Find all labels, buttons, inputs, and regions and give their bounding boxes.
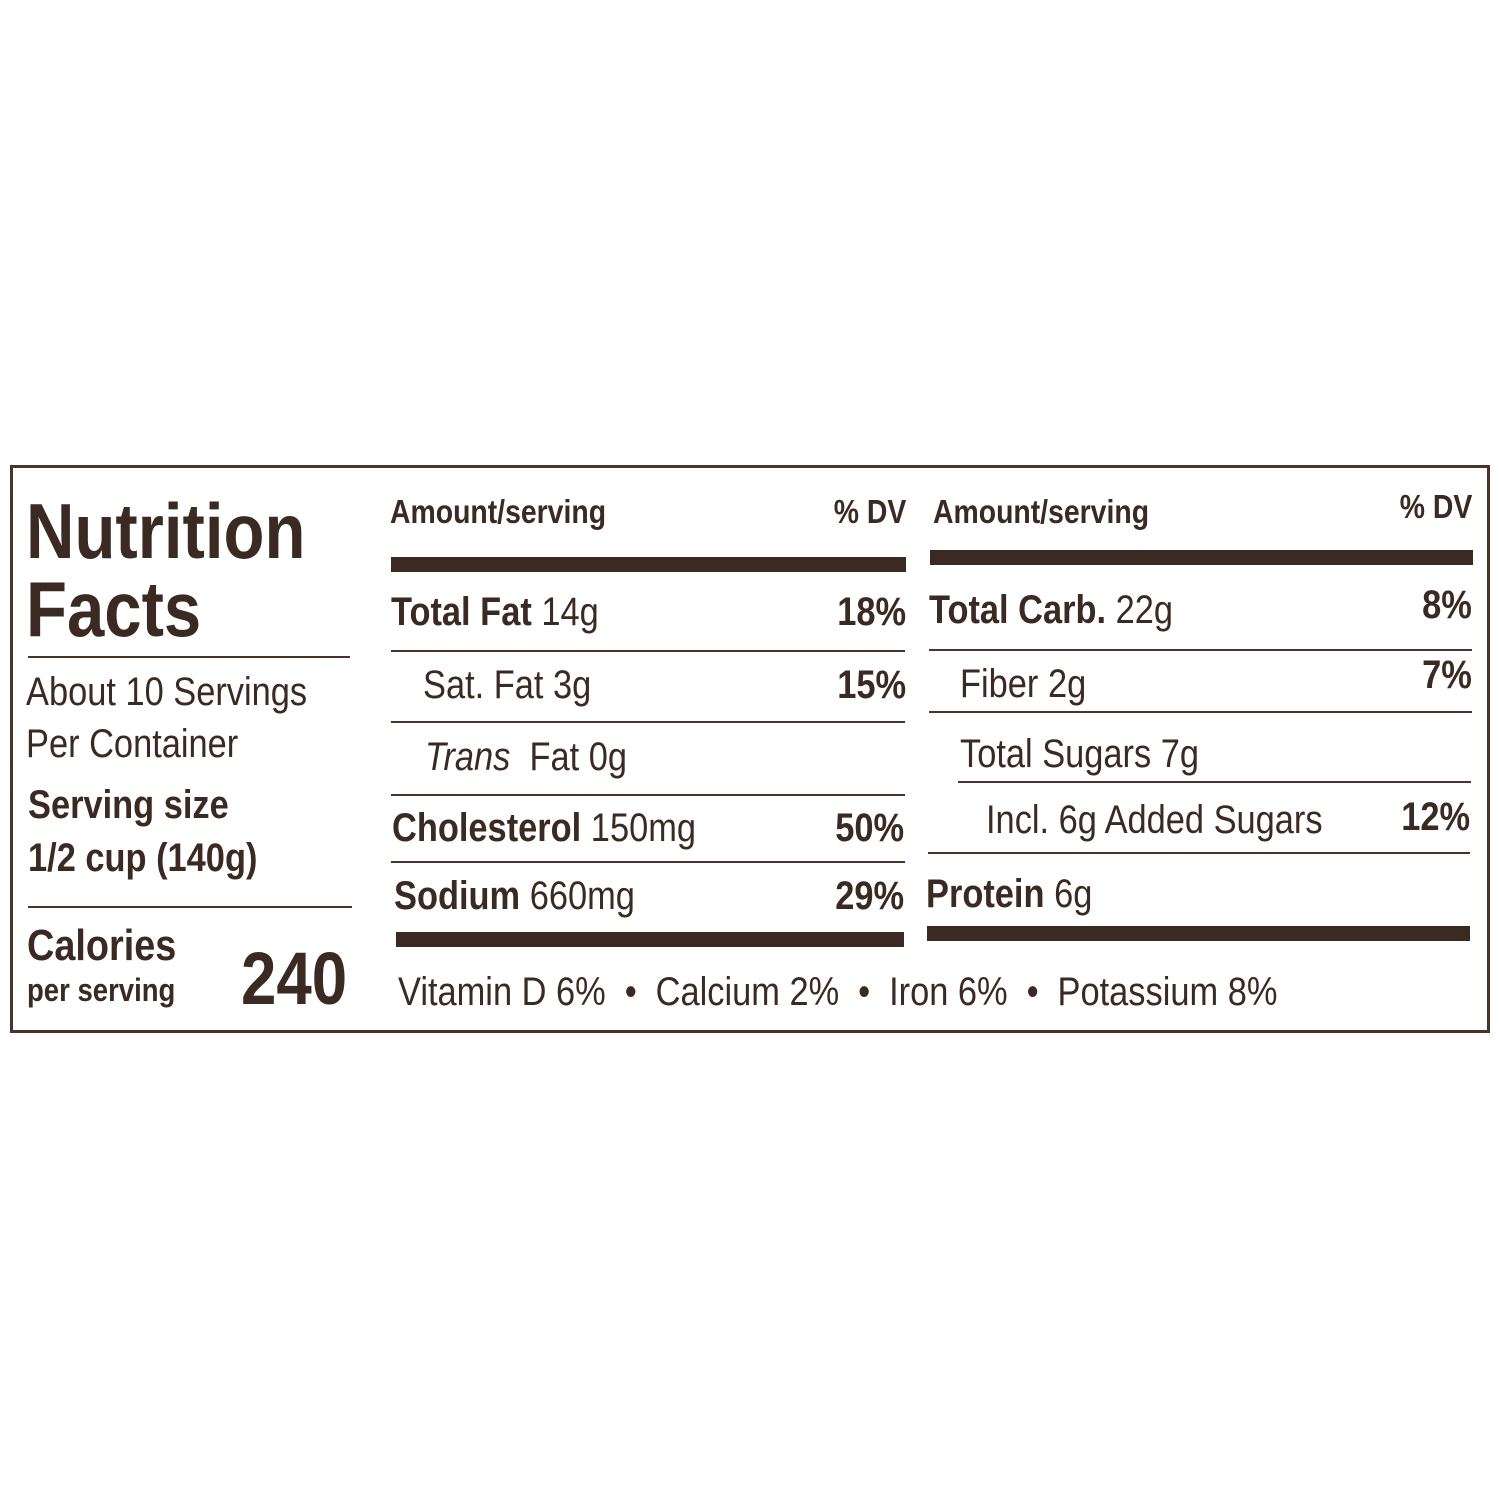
dv-sodium: 29% [835,874,904,918]
title-facts: Facts [26,565,202,653]
servings-per-container-2: Per Container [26,722,239,766]
divider [28,906,352,908]
row-fiber: Fiber 2g [960,662,1087,706]
dv-total-fat: 18% [837,590,906,634]
title-nutrition: Nutrition [26,487,306,575]
dv-total-carb: 8% [1422,583,1472,627]
row-sodium: Sodium 660mg [394,874,635,918]
row-total-sugars: Total Sugars 7g [960,732,1200,776]
separator: • [624,970,637,1014]
row-trans-fat: Trans Fat 0g [425,735,628,779]
vitamins-minerals: Vitamin D 6% • Calcium 2% • Iron 6% • Potassiu… [398,972,1421,1012]
row-total-fat: Total Fat 14g [391,590,599,634]
servings-per-container: About 10 Servings [26,670,308,714]
thick-bar [396,932,904,947]
divider [929,711,1472,713]
divider [391,721,905,723]
separator: • [858,970,871,1014]
vitamin-d: Vitamin D 6% [398,970,606,1014]
divider [391,861,905,863]
serving-size-value: 1/2 cup (140g) [28,836,258,880]
row-total-carb: Total Carb. 22g [929,588,1174,632]
row-sat-fat: Sat. Fat 3g [423,663,592,707]
calories-per-serving: per serving [27,972,176,1008]
dv-sat-fat: 15% [837,663,906,707]
divider [929,649,1472,651]
dv-cholesterol: 50% [835,806,904,850]
serving-size-label: Serving size [28,783,229,827]
dv-added-sugars: 12% [1401,795,1470,839]
row-cholesterol: Cholesterol 150mg [392,806,696,850]
separator: • [1026,970,1039,1014]
thick-bar [927,926,1470,941]
nutrition-facts-panel [10,465,1490,1033]
divider [28,656,350,658]
row-added-sugars: Incl. 6g Added Sugars [986,798,1323,842]
row-protein: Protein 6g [926,872,1093,916]
header-dv-2: % DV [1399,488,1472,525]
divider [958,781,1471,783]
iron: Iron 6% [889,970,1008,1014]
thick-bar [930,550,1473,565]
divider [928,852,1470,854]
thick-bar [391,557,906,572]
divider [391,650,905,652]
potassium: Potassium 8% [1057,970,1278,1014]
header-amount-serving-2: Amount/serving [933,493,1150,530]
header-amount-serving: Amount/serving [390,493,607,530]
dv-fiber: 7% [1422,653,1472,697]
calories-label: Calories [27,921,177,970]
header-dv: % DV [833,493,906,530]
calories-value: 240 [241,937,348,1020]
divider [391,794,905,796]
calcium: Calcium 2% [655,970,840,1014]
